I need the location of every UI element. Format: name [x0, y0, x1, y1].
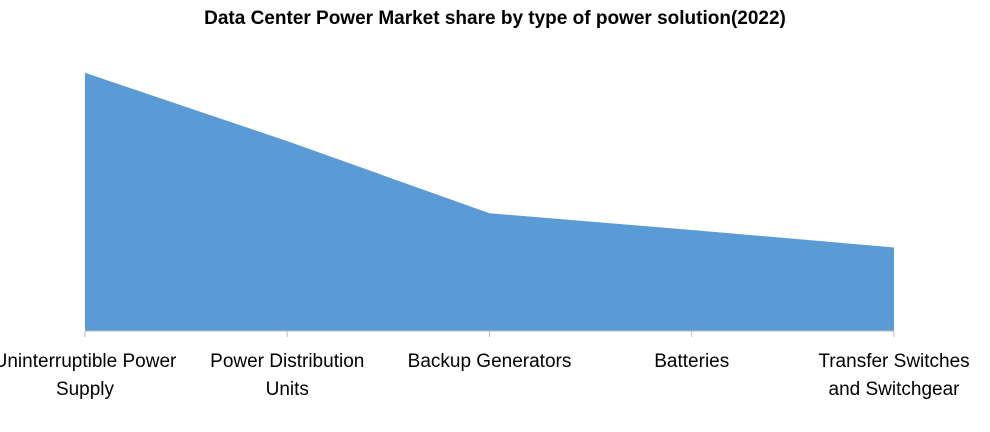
x-tick-label: Transfer Switches and Switchgear [818, 351, 970, 400]
x-tick-label: Power Distribution Units [210, 351, 365, 400]
x-tick-label: Uninterruptible Power Supply [0, 351, 177, 400]
x-tick-label: Backup Generators [407, 351, 572, 372]
x-tick-label: Batteries [654, 351, 730, 372]
chart-title: Data Center Power Market share by type o… [204, 8, 786, 29]
area [85, 72, 894, 331]
